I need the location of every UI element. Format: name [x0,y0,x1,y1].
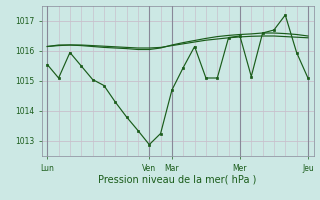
X-axis label: Pression niveau de la mer( hPa ): Pression niveau de la mer( hPa ) [99,174,257,184]
